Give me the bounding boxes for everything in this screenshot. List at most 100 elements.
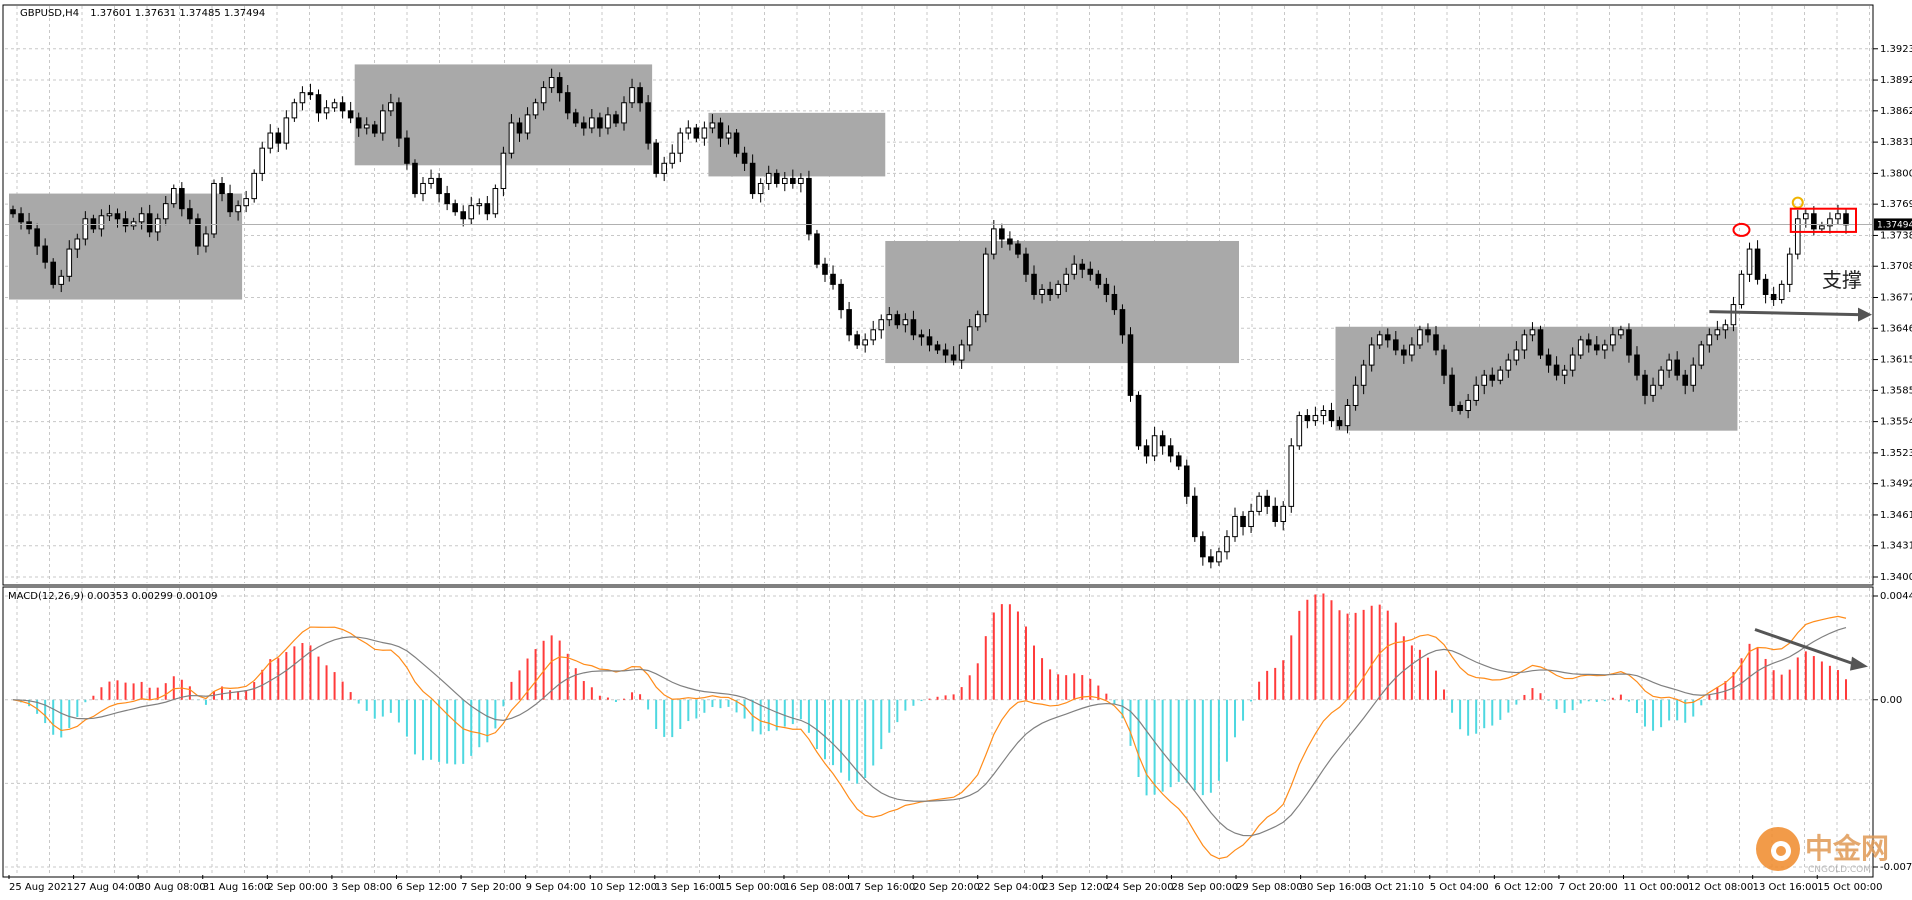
macd-arrow-head bbox=[1850, 656, 1868, 671]
candle bbox=[1618, 325, 1624, 339]
candle bbox=[1513, 341, 1520, 366]
candle bbox=[581, 116, 587, 136]
price-tick: 1.37080 bbox=[1880, 261, 1912, 272]
time-tick: 17 Sep 16:00 bbox=[849, 882, 916, 893]
candle bbox=[299, 86, 306, 111]
candle bbox=[1569, 347, 1576, 377]
candle bbox=[1634, 346, 1640, 381]
candle bbox=[677, 127, 684, 163]
candle bbox=[187, 199, 193, 225]
candle bbox=[1682, 369, 1689, 395]
time-tick: 29 Sep 08:00 bbox=[1236, 882, 1303, 893]
candle bbox=[564, 84, 571, 120]
candle bbox=[838, 279, 844, 319]
candle bbox=[380, 104, 386, 141]
candle bbox=[629, 78, 635, 109]
macd-lines bbox=[12, 615, 1847, 860]
price-axis: 1.39235 1.38925 1.38620 1.38310 1.38000 1.376… bbox=[1873, 44, 1912, 583]
candle bbox=[283, 110, 290, 150]
macd-tick: 0.00443 bbox=[1880, 591, 1912, 602]
candle bbox=[862, 333, 868, 353]
candle bbox=[1095, 270, 1102, 289]
candle bbox=[90, 214, 97, 233]
candle bbox=[701, 121, 708, 146]
candle bbox=[339, 96, 346, 119]
candle bbox=[1786, 247, 1793, 293]
time-tick: 13 Sep 16:00 bbox=[655, 882, 722, 893]
candle bbox=[516, 117, 523, 142]
candle bbox=[1417, 325, 1423, 349]
candle bbox=[1674, 351, 1680, 381]
time-tick: 25 Aug 2021 bbox=[9, 882, 73, 893]
macd-line bbox=[12, 615, 1847, 860]
candle bbox=[991, 220, 997, 260]
candle bbox=[452, 199, 458, 216]
candle bbox=[1352, 376, 1359, 411]
candle bbox=[195, 213, 201, 255]
candle bbox=[1256, 492, 1262, 516]
candle bbox=[307, 83, 314, 100]
candle bbox=[251, 169, 257, 203]
candle bbox=[1778, 280, 1785, 304]
candle bbox=[146, 204, 153, 238]
red-box-marker bbox=[1789, 207, 1858, 233]
candle bbox=[950, 346, 957, 366]
candle bbox=[637, 82, 643, 112]
price-tick: 1.38925 bbox=[1880, 75, 1912, 86]
candle bbox=[1827, 212, 1833, 234]
candle bbox=[1746, 242, 1753, 282]
price-tick: 1.38310 bbox=[1880, 137, 1912, 148]
candle bbox=[1175, 451, 1182, 471]
candle bbox=[291, 98, 298, 122]
candle bbox=[58, 269, 65, 293]
candle bbox=[235, 200, 241, 221]
candle bbox=[1216, 547, 1222, 566]
candle bbox=[741, 146, 748, 171]
time-tick: 7 Oct 20:00 bbox=[1559, 882, 1618, 893]
candle bbox=[1409, 337, 1415, 362]
candle bbox=[806, 170, 812, 241]
candle bbox=[42, 238, 48, 269]
candle bbox=[1127, 327, 1134, 402]
candle bbox=[323, 100, 330, 120]
time-tick: 3 Sep 08:00 bbox=[332, 882, 392, 893]
candle bbox=[1103, 277, 1110, 303]
candle bbox=[468, 196, 475, 225]
candle bbox=[1593, 336, 1600, 356]
candle bbox=[982, 247, 989, 323]
macd-tick: 0.00 bbox=[1880, 695, 1902, 706]
candle bbox=[1425, 323, 1431, 343]
candle bbox=[532, 98, 539, 119]
candle bbox=[1031, 265, 1037, 300]
candle bbox=[154, 213, 161, 241]
candle bbox=[1811, 206, 1817, 236]
candle bbox=[1039, 284, 1045, 304]
candle bbox=[484, 195, 491, 221]
candle bbox=[1280, 501, 1287, 531]
candle bbox=[1626, 323, 1632, 363]
time-tick: 28 Sep 00:00 bbox=[1171, 882, 1238, 893]
candle bbox=[436, 173, 442, 203]
candle bbox=[355, 112, 362, 137]
candle bbox=[1312, 406, 1319, 426]
candle bbox=[66, 240, 73, 282]
candle bbox=[934, 340, 941, 355]
candle bbox=[669, 144, 676, 169]
candle bbox=[444, 185, 450, 211]
candle bbox=[1441, 344, 1447, 385]
candle bbox=[404, 130, 410, 170]
macd-arrow-line bbox=[1754, 628, 1857, 667]
candle bbox=[966, 319, 973, 352]
time-tick: 20 Sep 20:00 bbox=[913, 882, 980, 893]
candle bbox=[243, 190, 249, 213]
candle bbox=[1666, 353, 1672, 378]
candle bbox=[1200, 531, 1206, 566]
candle bbox=[1505, 353, 1512, 378]
price-tick: 1.34615 bbox=[1880, 510, 1912, 521]
candle bbox=[781, 171, 788, 192]
zone-4 bbox=[885, 240, 1239, 364]
symbol-label: GBPUSD,H4 bbox=[20, 8, 79, 19]
candle bbox=[50, 258, 56, 289]
candle bbox=[130, 217, 137, 230]
